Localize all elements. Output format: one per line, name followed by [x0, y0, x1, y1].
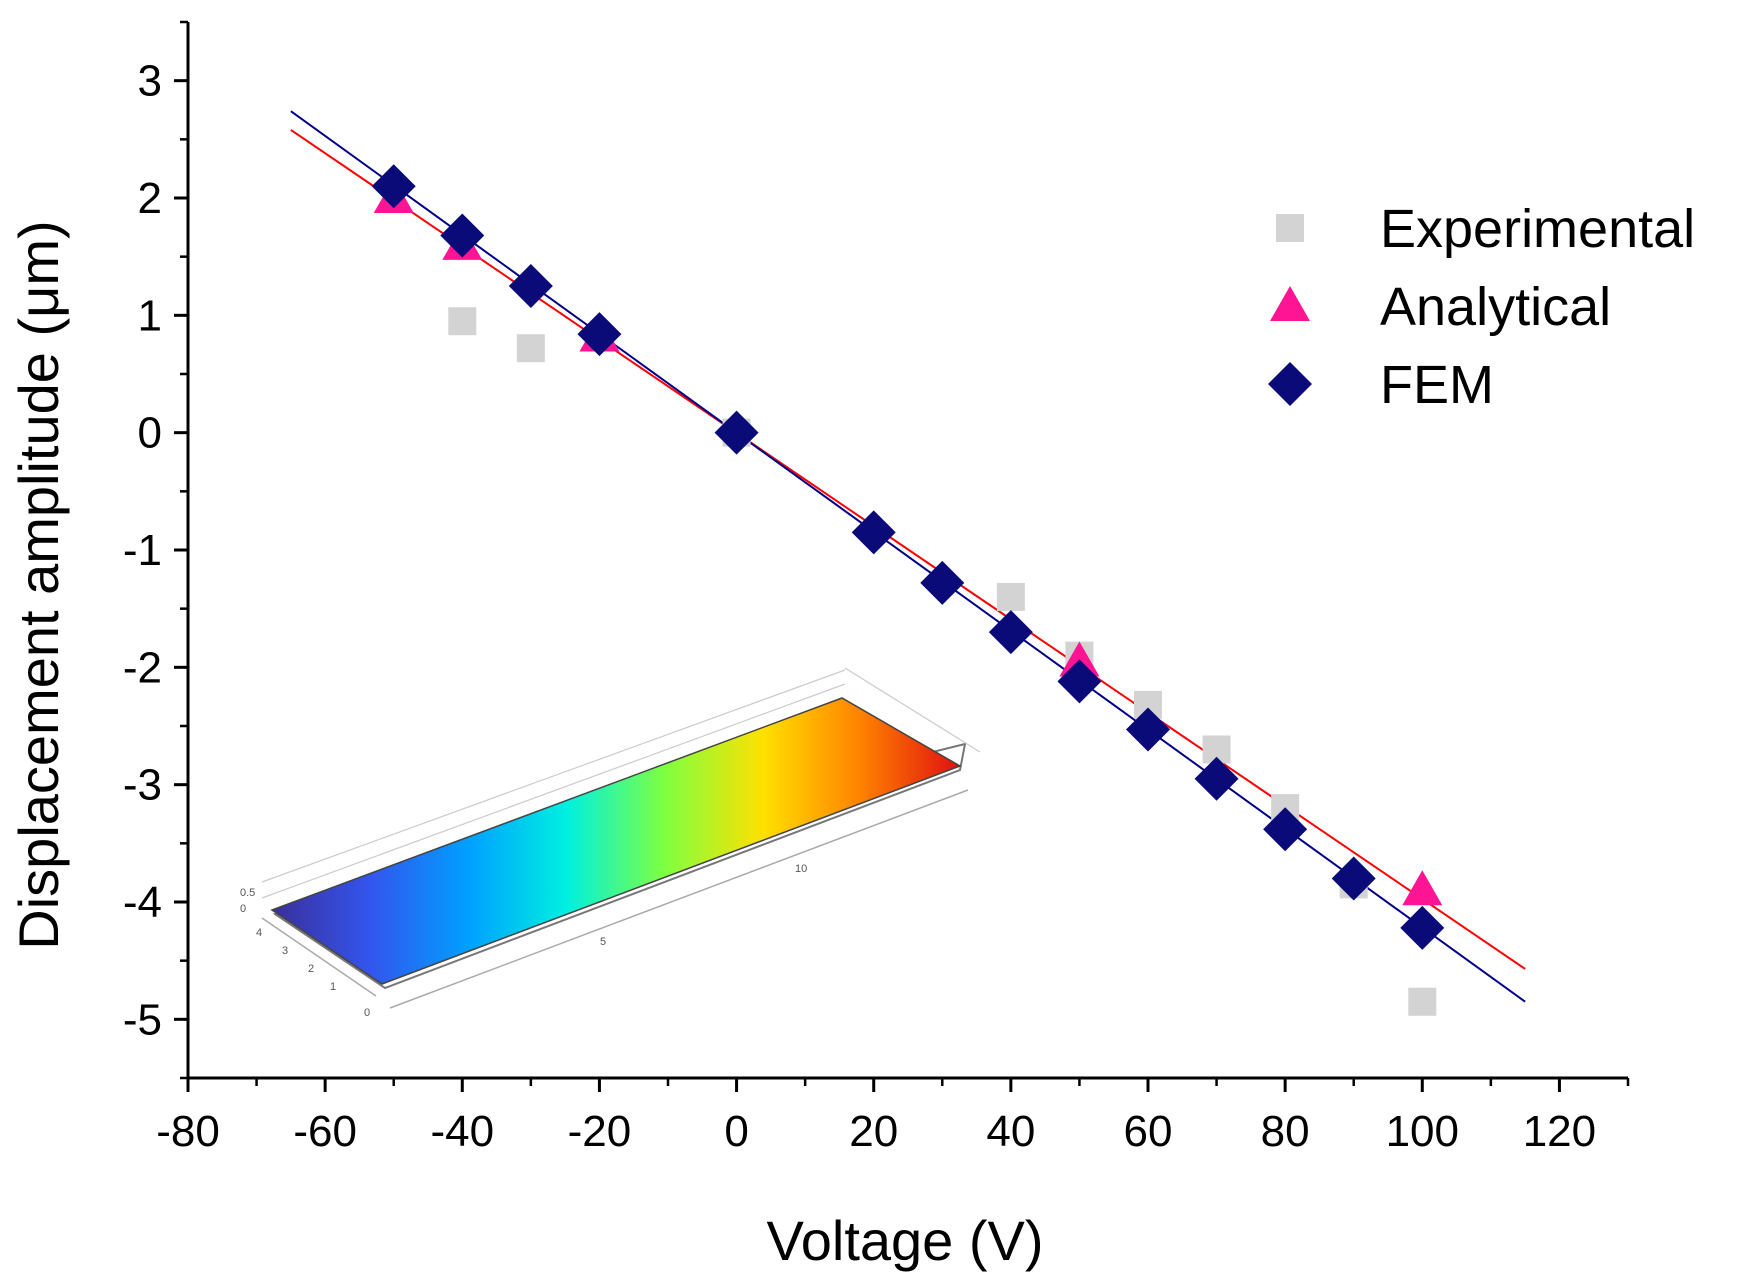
y-tick-label: -2 [123, 643, 162, 692]
x-tick-label: 20 [849, 1107, 898, 1156]
inset-label-z-05: 0.5 [240, 887, 255, 899]
experimental-point [1408, 987, 1437, 1016]
y-tick-label: 1 [138, 291, 162, 340]
x-tick-label: -80 [156, 1107, 220, 1156]
y-tick-label: 2 [138, 174, 162, 223]
y-tick-label: -5 [123, 995, 162, 1044]
inset-label-x-10: 10 [795, 863, 807, 875]
inset-label-y-0: 0 [364, 1007, 370, 1019]
fem-point [1331, 856, 1376, 901]
inset-label-z-0: 0 [240, 903, 246, 915]
x-tick-label: 40 [986, 1107, 1035, 1156]
fit-line-analytical-fit [290, 129, 1526, 970]
fem-point [714, 410, 759, 455]
x-tick-label: -20 [568, 1107, 632, 1156]
x-tick-label: 120 [1523, 1107, 1596, 1156]
inset-label-x-5: 5 [600, 936, 606, 948]
x-tick-label: 0 [724, 1107, 748, 1156]
inset-grid-vertical [844, 667, 981, 753]
fem-point [440, 213, 485, 258]
y-tick-label: 0 [138, 409, 162, 458]
fem-point [371, 164, 416, 209]
inset-axis-x [389, 789, 969, 1009]
y-tick-label: -3 [123, 761, 162, 810]
legend-experimental-marker [1276, 214, 1304, 242]
inset-label-y-4: 4 [256, 927, 262, 939]
fem-point [1126, 707, 1170, 752]
inset-label-y-3: 3 [282, 945, 288, 957]
analytical-point [1059, 641, 1100, 677]
legend-fem-marker [1268, 362, 1312, 406]
inset-axis-y [261, 917, 377, 997]
fit-line-fem-fit [290, 110, 1526, 1003]
fem-point [920, 560, 965, 605]
inset-plate-surface [270, 697, 962, 985]
y-tick-label: -1 [123, 526, 162, 575]
y-axis-title: Displacement amplitude (μm) [7, 220, 70, 949]
legend-fem-label: FEM [1380, 355, 1494, 415]
fem-point [1263, 807, 1308, 852]
inset-fem-plot: 5 10 0 1 2 3 4 0 0.5 [240, 667, 981, 1019]
data-markers [371, 164, 1445, 1016]
fem-point [988, 610, 1033, 655]
legend-analytical-marker [1270, 286, 1310, 321]
inset-grid-back [261, 669, 846, 883]
y-tick-label: 3 [138, 57, 162, 106]
inset-label-y-2: 2 [308, 963, 314, 975]
experimental-point [996, 582, 1025, 611]
axes: -80 -60 -40 -20 0 20 40 60 80 100 120-5-4-3-2-1012… [123, 20, 1630, 1156]
experimental-point [516, 334, 545, 363]
y-tick-label: -4 [123, 878, 162, 927]
analytical-point [1402, 870, 1443, 906]
x-axis-title: Voltage (V) [766, 1209, 1043, 1272]
fem-point [577, 312, 622, 357]
fem-point [851, 510, 896, 555]
x-tick-label: 60 [1124, 1107, 1173, 1156]
x-tick-label: 80 [1261, 1107, 1310, 1156]
experimental-point [448, 307, 477, 336]
fem-point [508, 264, 553, 308]
legend-analytical-label: Analytical [1380, 277, 1611, 337]
x-tick-label: -60 [293, 1107, 357, 1156]
legend: Experimental Analytical FEM [1268, 199, 1695, 415]
fit-lines [290, 110, 1526, 1003]
x-tick-label: 100 [1386, 1107, 1459, 1156]
fem-point [1057, 659, 1102, 704]
inset-label-y-1: 1 [330, 981, 336, 993]
legend-experimental-label: Experimental [1380, 199, 1695, 259]
x-tick-label: -40 [430, 1107, 494, 1156]
fem-point [1400, 905, 1445, 950]
inset-grid-back-2 [261, 683, 846, 899]
fem-point [1194, 756, 1239, 801]
